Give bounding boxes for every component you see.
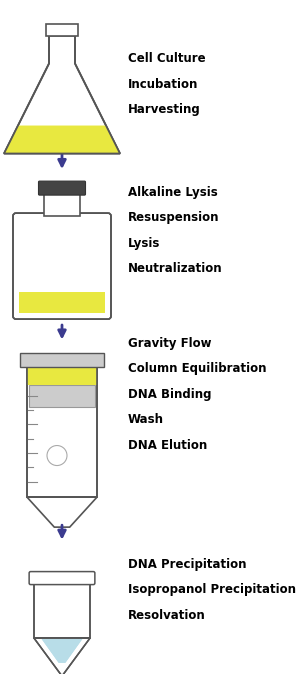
Polygon shape xyxy=(27,497,97,527)
FancyBboxPatch shape xyxy=(29,572,95,584)
Bar xyxy=(19,292,105,313)
Text: Wash: Wash xyxy=(128,413,164,427)
Text: DNA Elution: DNA Elution xyxy=(128,439,207,452)
Text: Gravity Flow: Gravity Flow xyxy=(128,336,212,350)
Text: Column Equilibration: Column Equilibration xyxy=(128,362,266,375)
Bar xyxy=(34,583,90,638)
Bar xyxy=(20,353,104,367)
Text: Harvesting: Harvesting xyxy=(128,103,201,117)
Text: Resuspension: Resuspension xyxy=(128,211,220,224)
Text: Cell Culture: Cell Culture xyxy=(128,52,206,65)
Polygon shape xyxy=(4,36,120,154)
Polygon shape xyxy=(41,638,83,663)
FancyBboxPatch shape xyxy=(13,213,111,319)
FancyBboxPatch shape xyxy=(38,181,86,195)
Bar xyxy=(46,24,78,36)
Bar xyxy=(27,367,97,497)
Polygon shape xyxy=(41,638,83,663)
Polygon shape xyxy=(34,638,90,674)
Circle shape xyxy=(47,446,67,466)
Text: Incubation: Incubation xyxy=(128,78,198,91)
Text: DNA Binding: DNA Binding xyxy=(128,388,212,401)
Bar xyxy=(27,367,97,497)
Text: Isopropanol Precipitation: Isopropanol Precipitation xyxy=(128,583,296,596)
Bar xyxy=(44,194,80,216)
Bar xyxy=(27,367,97,385)
Bar xyxy=(29,385,95,407)
Text: Lysis: Lysis xyxy=(128,237,160,250)
Text: Alkaline Lysis: Alkaline Lysis xyxy=(128,185,218,199)
Bar xyxy=(34,583,90,638)
Text: Neutralization: Neutralization xyxy=(128,262,223,276)
Text: Resolvation: Resolvation xyxy=(128,609,206,622)
Polygon shape xyxy=(4,125,120,154)
Text: DNA Precipitation: DNA Precipitation xyxy=(128,557,246,571)
